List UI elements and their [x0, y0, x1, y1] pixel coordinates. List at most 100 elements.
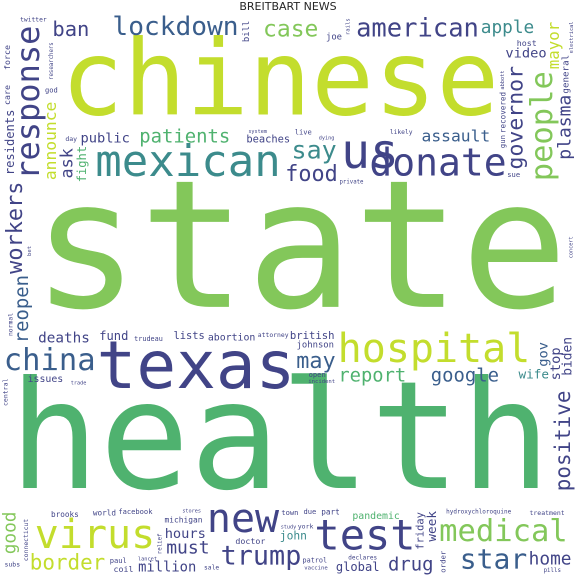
cloud-word-star: star — [460, 543, 527, 576]
cloud-word-recovered: recovered — [499, 92, 508, 133]
cloud-word-gov: gov — [535, 342, 551, 367]
cloud-word-force: force — [2, 45, 12, 70]
cloud-word-york: york — [298, 522, 314, 530]
cloud-word-hydroxychloroquine: hydroxychloroquine — [446, 508, 511, 515]
cloud-word-new: new — [207, 496, 280, 542]
cloud-word-mexican: mexican — [95, 136, 280, 187]
cloud-word-god: god — [45, 86, 58, 95]
cloud-word-study: study — [281, 525, 297, 531]
cloud-word-due: due — [303, 507, 316, 516]
cloud-word-patients: patients — [139, 125, 230, 147]
cloud-word-coil: coil — [114, 564, 134, 574]
cloud-word-report: report — [338, 365, 406, 386]
cloud-word-private: private — [340, 179, 365, 185]
cloud-word-positive: positive — [551, 391, 575, 492]
cloud-word-home: home — [529, 549, 572, 570]
cloud-word-say: say — [292, 135, 337, 164]
cloud-word-must: must — [166, 538, 209, 559]
cloud-word-rails: rails — [346, 18, 352, 35]
cloud-word-donate: donate — [369, 141, 506, 185]
cloud-word-general: general — [561, 55, 572, 94]
cloud-word-facebook: facebook — [118, 507, 153, 516]
cloud-word-live: live — [295, 128, 312, 137]
cloud-word-residents: residents — [3, 110, 17, 176]
cloud-word-john: john — [280, 529, 307, 542]
cloud-word-beaches: beaches — [246, 133, 290, 145]
cloud-word-part: part — [321, 507, 340, 516]
cloud-word-announce: announce — [41, 102, 60, 181]
cloud-word-michigan: michigan — [164, 515, 202, 524]
cloud-word-ask: ask — [57, 148, 77, 178]
cloud-word-border: border — [30, 550, 105, 574]
cloud-word-dying: dying — [319, 135, 335, 141]
cloud-word-declares: declares — [348, 555, 377, 562]
cloud-word-johnson: johnson — [297, 341, 334, 351]
cloud-word-connecticut: connecticut — [22, 519, 30, 561]
cloud-word-subs: subs — [4, 561, 20, 569]
cloud-word-order: order — [439, 550, 448, 573]
cloud-background — [0, 14, 576, 576]
cloud-word-abortion: abortion — [208, 333, 256, 344]
cloud-word-patrol: patrol — [303, 556, 328, 564]
cloud-word-care: care — [2, 85, 12, 105]
cloud-word-chinese: chinese — [61, 17, 499, 139]
cloud-word-town: town — [281, 508, 298, 517]
cloud-word-video: video — [505, 46, 546, 62]
cloud-word-incident: incident — [308, 379, 335, 385]
cloud-word-researchers: researchers — [49, 42, 55, 80]
cloud-word-test: test — [314, 511, 415, 560]
cloud-word-doctor: doctor — [235, 536, 265, 546]
cloud-word-sue: sue — [507, 170, 520, 179]
cloud-word-people: people — [525, 71, 560, 181]
cloud-word-british: british — [290, 330, 335, 342]
cloud-word-google: google — [431, 364, 499, 386]
cloud-word-bill: bill — [242, 21, 252, 42]
cloud-word-drug: drug — [388, 554, 434, 576]
cloud-word-friday: friday — [415, 512, 427, 550]
cloud-word-attorney: attorney — [258, 331, 289, 339]
cloud-word-virus: virus — [35, 512, 155, 558]
cloud-word-paul: paul — [110, 556, 127, 565]
cloud-word-relief: relief — [158, 533, 164, 554]
cloud-word-may: may — [296, 349, 335, 374]
cloud-word-sale: sale — [204, 565, 219, 572]
cloud-word-hours: hours — [165, 526, 206, 542]
cloud-word-vaccine: vaccine — [304, 566, 328, 572]
cloud-word-governor: governor — [504, 66, 529, 170]
cloud-word-trade: trade — [71, 380, 87, 386]
cloud-word-fund: fund — [99, 329, 128, 343]
cloud-word-deaths: deaths — [38, 330, 90, 346]
cloud-word-open: open — [309, 370, 326, 379]
cloud-word-host: host — [517, 38, 537, 48]
cloud-word-lancet: lancet — [138, 556, 157, 562]
cloud-word-week: week — [424, 511, 439, 542]
cloud-word-twitter: twitter — [20, 16, 47, 23]
cloud-word-global: global — [336, 560, 380, 574]
cloud-word-good: good — [0, 511, 20, 554]
cloud-word-apple: apple — [481, 17, 535, 38]
cloud-word-us: us — [341, 124, 399, 180]
cloud-word-treatment: treatment — [529, 509, 564, 517]
cloud-word-system: system — [248, 129, 267, 135]
cloud-word-stores: stores — [182, 509, 201, 515]
cloud-word-medical: medical — [439, 514, 568, 549]
cloud-word-lists: lists — [173, 330, 204, 342]
cloud-word-texas: texas — [97, 327, 296, 404]
cloud-word-joe: joe — [326, 32, 342, 42]
cloud-word-brooks: brooks — [51, 510, 79, 519]
cloud-word-state: state — [32, 142, 568, 349]
cloud-word-pandemic: pandemic — [352, 511, 400, 522]
cloud-word-biden: biden — [561, 337, 576, 376]
cloud-word-trump: trump — [221, 541, 302, 572]
page-title: BREITBART NEWS — [239, 0, 337, 13]
cloud-word-reopen: reopen — [11, 275, 33, 343]
cloud-word-likely: likely — [390, 129, 413, 136]
cloud-word-bet: bet — [27, 246, 33, 256]
cloud-word-hospital: hospital — [338, 326, 531, 372]
cloud-word-case: case — [263, 17, 318, 43]
cloud-word-plasma: plasma — [555, 95, 576, 160]
cloud-word-issues: issues — [28, 374, 64, 385]
cloud-word-world: world — [93, 508, 116, 517]
